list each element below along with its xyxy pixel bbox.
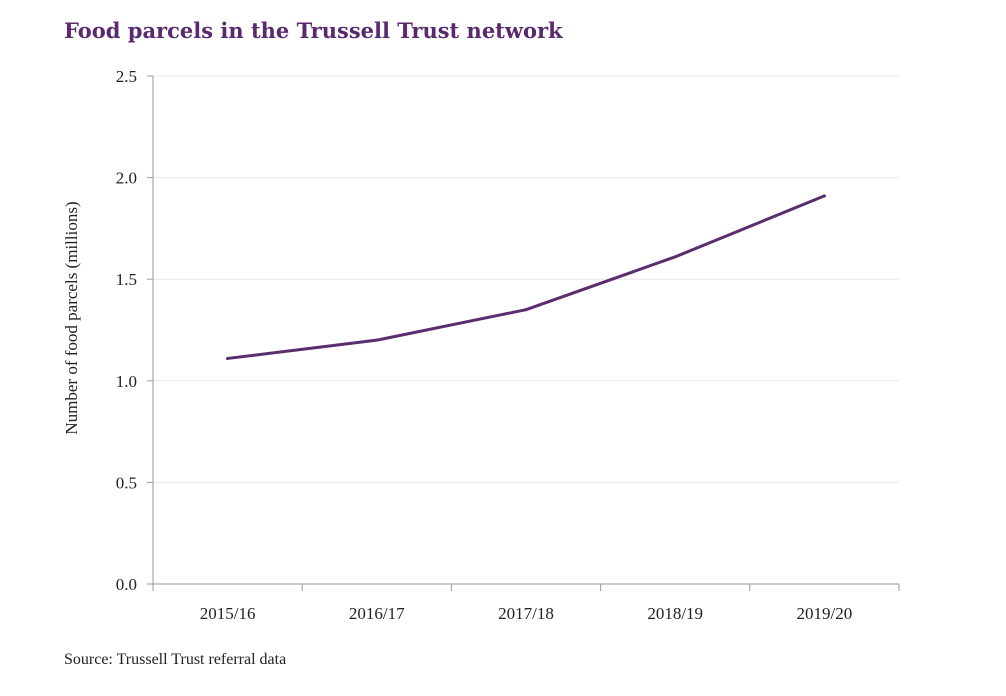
x-tick-labels: 2015/16 2016/17 2017/18 2018/19 2019/20	[200, 604, 853, 623]
data-point	[226, 356, 230, 360]
x-tick-label: 2016/17	[349, 604, 405, 623]
data-point	[822, 194, 826, 198]
x-tick-label: 2018/19	[647, 604, 703, 623]
y-tick-labels: 0.0 0.5 1.0 1.5 2.0 2.5	[116, 67, 137, 594]
x-tick-label: 2019/20	[797, 604, 853, 623]
x-tick-label: 2015/16	[200, 604, 256, 623]
chart-title: Food parcels in the Trussell Trust netwo…	[64, 18, 563, 43]
y-tick-label: 0.5	[116, 473, 137, 492]
source-note: Source: Trussell Trust referral data	[64, 651, 287, 668]
data-point	[524, 308, 528, 312]
y-tick-label: 1.5	[116, 270, 137, 289]
series-line	[226, 194, 826, 360]
y-tick-label: 2.0	[116, 169, 137, 188]
series-layer	[226, 194, 826, 360]
axes	[147, 75, 900, 591]
data-point	[375, 338, 379, 342]
y-tick-label: 0.0	[116, 575, 137, 594]
data-point	[673, 255, 677, 259]
x-tick-label: 2017/18	[498, 604, 554, 623]
y-tick-label: 1.0	[116, 372, 137, 391]
gridlines	[153, 75, 899, 483]
y-tick-label: 2.5	[116, 67, 137, 86]
